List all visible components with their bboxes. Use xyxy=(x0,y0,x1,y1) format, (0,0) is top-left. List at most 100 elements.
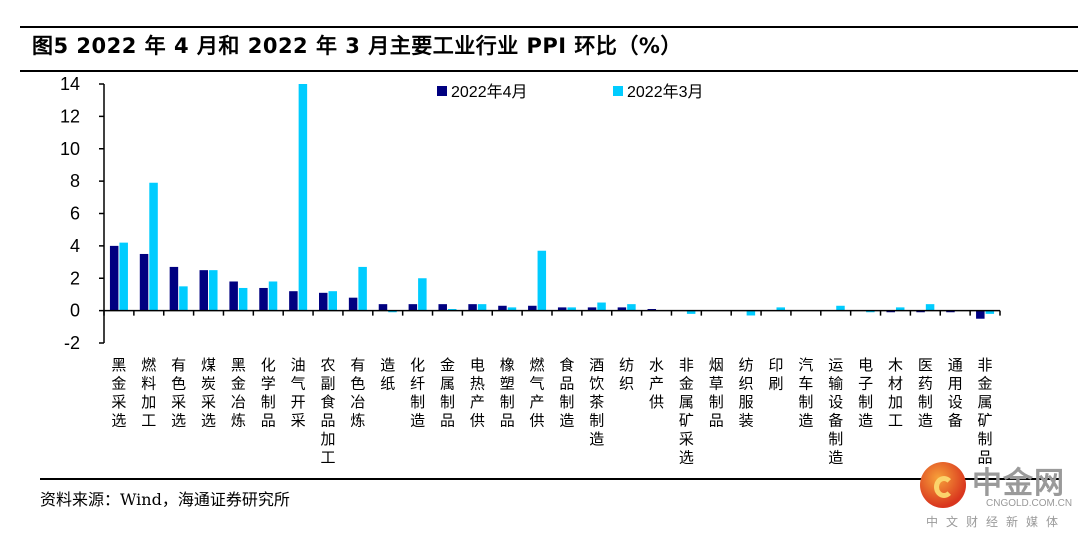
bar-apr-4 xyxy=(229,281,238,311)
bar-apr-27 xyxy=(916,310,925,313)
y-tick-label: -2 xyxy=(64,333,80,353)
bar-mar-21 xyxy=(746,310,756,316)
bar-apr-7 xyxy=(319,292,328,311)
bar-mar-9 xyxy=(388,310,397,313)
bottom-rule xyxy=(40,478,1060,480)
bars xyxy=(109,84,995,319)
bar-mar-13 xyxy=(507,307,517,311)
bar-apr-28 xyxy=(946,310,955,313)
bar-mar-11 xyxy=(447,309,457,311)
watermark-tagline: 中文财经新媒体 xyxy=(926,515,1067,529)
x-category-label: 酒饮茶制造 xyxy=(589,356,604,448)
title-underline xyxy=(20,70,1078,72)
bar-apr-3 xyxy=(199,270,209,311)
bar-mar-3 xyxy=(209,270,218,311)
bar-apr-2 xyxy=(169,266,179,311)
bar-mar-15 xyxy=(567,307,576,311)
x-category-label: 食品制造 xyxy=(559,356,574,430)
bar-mar-5 xyxy=(268,281,278,311)
x-category-label: 汽车制造 xyxy=(798,356,813,430)
bar-mar-26 xyxy=(895,307,905,311)
bar-apr-12 xyxy=(468,304,477,311)
figure-title: 图5 2022 年 4 月和 2022 年 3 月主要工业行业 PPI 环比（%… xyxy=(32,34,682,58)
bar-apr-1 xyxy=(139,253,149,311)
bar-mar-17 xyxy=(627,304,636,311)
bar-mar-8 xyxy=(358,266,367,311)
y-tick-label: 8 xyxy=(70,171,80,191)
source-note: 资料来源：Wind，海通证券研究所 xyxy=(40,490,290,509)
legend-label-apr: 2022年4月 xyxy=(451,83,528,101)
bar-mar-24 xyxy=(836,305,845,311)
x-category-label: 印刷 xyxy=(768,356,783,393)
bar-apr-26 xyxy=(886,310,895,313)
x-category-label: 橡塑制品 xyxy=(500,356,515,430)
bar-mar-19 xyxy=(686,310,696,314)
x-category-label: 金属制品 xyxy=(440,356,455,430)
x-category-label: 纺织 xyxy=(619,356,634,393)
x-category-label: 纺织服装 xyxy=(739,356,754,430)
x-category-label: 电热产供 xyxy=(470,356,485,430)
bar-apr-9 xyxy=(378,304,388,311)
bar-mar-2 xyxy=(179,286,188,311)
bar-mar-16 xyxy=(597,302,606,311)
cngold-watermark: 中金网 CNGOLD.COM.CN 中文财经新媒体 xyxy=(918,458,1078,530)
axes xyxy=(103,84,1001,343)
bar-mar-14 xyxy=(537,250,547,311)
x-category-label: 农副食品加工 xyxy=(320,356,335,467)
y-tick-label: 6 xyxy=(70,204,80,224)
x-category-label: 燃气产供 xyxy=(530,356,545,430)
x-category-label: 木材加工 xyxy=(888,356,903,430)
bar-mar-10 xyxy=(418,278,427,311)
bar-mar-7 xyxy=(328,291,337,311)
bar-apr-6 xyxy=(289,291,298,311)
bar-mar-27 xyxy=(925,304,935,311)
y-axis-ticks: -2 0 2 4 6 8 10 12 14 xyxy=(60,74,104,353)
x-category-label: 造纸 xyxy=(380,356,395,393)
bar-apr-0 xyxy=(109,245,119,311)
bar-apr-15 xyxy=(557,307,567,311)
bar-apr-8 xyxy=(348,297,358,311)
bar-mar-0 xyxy=(119,242,128,311)
bar-chart: -2 0 2 4 6 8 10 12 14 黑金采选燃料加工有色采选煤炭采选黑金冶炼化学制品油气… xyxy=(60,74,1001,467)
bar-apr-14 xyxy=(528,305,537,311)
y-tick-label: 10 xyxy=(60,139,80,159)
x-category-label: 非金属矿采选 xyxy=(679,356,694,467)
y-tick-label: 12 xyxy=(60,106,80,126)
cngold-logo-icon xyxy=(920,462,966,508)
x-category-label: 煤炭采选 xyxy=(201,356,216,430)
y-tick-label: 4 xyxy=(70,236,80,256)
watermark-name: 中金网 xyxy=(972,466,1065,501)
x-category-label: 水产供 xyxy=(649,356,664,411)
x-category-label: 油气开采 xyxy=(291,356,306,430)
bar-mar-6 xyxy=(298,84,308,311)
x-category-label: 化纤制造 xyxy=(410,356,425,430)
bar-apr-11 xyxy=(438,304,447,311)
x-category-label: 有色采选 xyxy=(171,356,186,430)
y-tick-label: 2 xyxy=(70,268,80,288)
legend: 2022年4月 2022年3月 xyxy=(437,83,704,101)
top-rule xyxy=(20,26,1078,28)
bar-apr-10 xyxy=(408,304,418,311)
category-labels: 黑金采选燃料加工有色采选煤炭采选黑金冶炼化学制品油气开采农副食品加工有色冶炼造纸… xyxy=(111,356,992,467)
x-category-label: 医药制造 xyxy=(918,356,933,430)
y-tick-label: 0 xyxy=(70,301,80,321)
x-category-label: 黑金冶炼 xyxy=(231,356,246,430)
x-category-label: 运输设备制造 xyxy=(828,356,843,467)
bar-mar-12 xyxy=(477,304,487,311)
x-category-label: 燃料加工 xyxy=(141,356,156,430)
watermark-domain: CNGOLD.COM.CN xyxy=(986,498,1073,509)
bar-mar-29 xyxy=(985,310,995,314)
bar-apr-5 xyxy=(259,287,268,311)
bar-mar-25 xyxy=(866,310,875,313)
legend-swatch-mar xyxy=(613,86,623,96)
x-category-label: 有色冶炼 xyxy=(350,356,365,430)
x-category-label: 通用设备 xyxy=(948,356,963,430)
bar-apr-13 xyxy=(498,305,507,311)
bar-apr-16 xyxy=(587,307,597,311)
x-category-label: 烟草制品 xyxy=(709,356,724,430)
x-category-label: 化学制品 xyxy=(261,356,276,430)
x-category-label: 电子制造 xyxy=(858,356,873,430)
bar-mar-22 xyxy=(776,307,785,311)
y-tick-label: 14 xyxy=(60,74,80,94)
legend-label-mar: 2022年3月 xyxy=(627,83,704,101)
